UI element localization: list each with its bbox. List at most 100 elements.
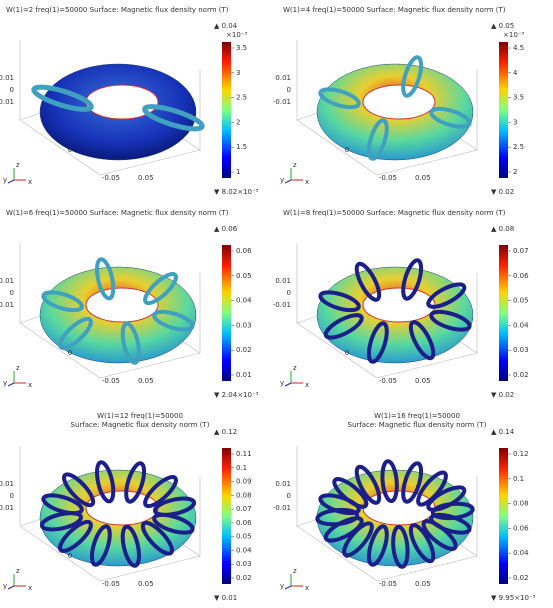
axis-label: -0.01 xyxy=(0,301,14,309)
colorbar-tick-label: 2 xyxy=(513,168,517,176)
colorbar-unit: ×10⁻³ xyxy=(226,31,247,39)
axis-label: -0.05 xyxy=(379,580,397,588)
colorbar xyxy=(499,42,508,178)
triad-label: z xyxy=(293,567,297,575)
colorbar-min: ▼ 0.01 xyxy=(214,594,237,602)
colorbar-tick-label: 0.09 xyxy=(236,478,252,486)
plot-panel: W(1)=8 freq(1)=50000 Surface: Magnetic f… xyxy=(273,209,529,399)
axis-label: -0.01 xyxy=(0,504,14,512)
colorbar-max: ▲ 0.08 xyxy=(491,225,514,233)
colorbar-max: ▲ 0.05 xyxy=(491,22,514,30)
triad-axis xyxy=(285,383,291,386)
axis-label: 0 xyxy=(68,349,72,357)
triad-label: y xyxy=(280,582,284,590)
axis-label: -0.01 xyxy=(273,98,291,106)
colorbar-min: ▼ 0.02 xyxy=(491,391,514,399)
panel-title: W(1)=12 freq(1)=50000 xyxy=(97,412,183,420)
colorbar-tick-label: 4.5 xyxy=(513,44,524,52)
colorbar-tick-label: 0.06 xyxy=(513,272,529,280)
triad-label: y xyxy=(3,379,7,387)
colorbar xyxy=(499,245,508,381)
axis-label: 0.01 xyxy=(0,480,14,488)
torus-hole xyxy=(363,85,435,119)
colorbar xyxy=(222,42,231,178)
colorbar xyxy=(222,245,231,381)
axis-label: 0 xyxy=(68,146,72,154)
colorbar-min: ▼ 2.04×10⁻³ xyxy=(214,391,259,399)
axis-label: 0 xyxy=(10,86,14,94)
colorbar-tick-label: 0.05 xyxy=(236,272,252,280)
triad-label: x xyxy=(28,381,32,389)
colorbar-tick-label: 0.12 xyxy=(513,450,529,458)
triad-axis xyxy=(8,586,14,589)
colorbar-tick-label: 0.11 xyxy=(236,450,252,458)
axis-label: -0.01 xyxy=(273,301,291,309)
panel-title: Surface: Magnetic flux density norm (T) xyxy=(71,421,210,429)
panel-title: W(1)=4 freq(1)=50000 Surface: Magnetic f… xyxy=(283,6,506,14)
triad-axis xyxy=(285,586,291,589)
figure: W(1)=2 freq(1)=50000 Surface: Magnetic f… xyxy=(0,0,553,608)
torus-hole xyxy=(363,288,435,322)
colorbar-tick-label: 0.02 xyxy=(513,371,529,379)
panel-title: W(1)=2 freq(1)=50000 Surface: Magnetic f… xyxy=(6,6,229,14)
axis-label: 0 xyxy=(10,289,14,297)
panel-title: W(1)=8 freq(1)=50000 Surface: Magnetic f… xyxy=(283,209,506,217)
plot-panel: W(1)=16 freq(1)=50000Surface: Magnetic f… xyxy=(273,412,536,602)
colorbar-tick-label: 0.07 xyxy=(513,247,529,255)
colorbar xyxy=(222,448,231,584)
plot-panel: W(1)=2 freq(1)=50000 Surface: Magnetic f… xyxy=(0,6,259,196)
colorbar-tick-label: 0.1 xyxy=(513,475,524,483)
colorbar-tick-label: 3.5 xyxy=(236,44,247,52)
triad-label: z xyxy=(16,161,20,169)
axis-label: 0.05 xyxy=(415,174,431,182)
colorbar-tick-label: 0.06 xyxy=(236,519,252,527)
axis-label: 0 xyxy=(287,289,291,297)
axis-label: 0 xyxy=(68,552,72,560)
triad-axis xyxy=(285,180,291,183)
axis-label: 0.01 xyxy=(275,74,291,82)
colorbar-min: ▼ 9.95×10⁻³ xyxy=(491,594,536,602)
plot-panel: W(1)=4 freq(1)=50000 Surface: Magnetic f… xyxy=(273,6,525,196)
colorbar-tick-label: 0.07 xyxy=(236,505,252,513)
axis-label: 0 xyxy=(345,146,349,154)
axis-label: 0.05 xyxy=(415,377,431,385)
axis-label: -0.05 xyxy=(379,174,397,182)
axis-label: 0.05 xyxy=(138,580,154,588)
axis-label: 0 xyxy=(345,552,349,560)
colorbar-tick-label: 4 xyxy=(513,69,518,77)
axis-label: 0 xyxy=(10,492,14,500)
colorbar-max: ▲ 0.14 xyxy=(491,428,515,436)
triad-label: x xyxy=(305,584,309,592)
colorbar-tick-label: 0.04 xyxy=(236,297,252,305)
axis-label: 0.05 xyxy=(138,377,154,385)
colorbar-tick-label: 2.5 xyxy=(236,94,247,102)
axis-label: -0.05 xyxy=(102,377,120,385)
axis-label: -0.05 xyxy=(102,580,120,588)
colorbar-tick-label: 0.04 xyxy=(513,321,529,329)
axis-label: -0.05 xyxy=(102,174,120,182)
colorbar-tick-label: 0.02 xyxy=(236,346,252,354)
axis-label: 0.01 xyxy=(0,277,14,285)
triad-label: x xyxy=(28,584,32,592)
colorbar-tick-label: 1.5 xyxy=(236,143,247,151)
triad-label: z xyxy=(293,364,297,372)
panel-title: W(1)=6 freq(1)=50000 Surface: Magnetic f… xyxy=(6,209,229,217)
plot-panel: W(1)=6 freq(1)=50000 Surface: Magnetic f… xyxy=(0,209,259,399)
triad-label: x xyxy=(305,381,309,389)
axis-label: 0.01 xyxy=(0,74,14,82)
triad-label: x xyxy=(28,178,32,186)
colorbar-tick-label: 0.04 xyxy=(513,549,529,557)
colorbar-tick-label: 0.05 xyxy=(513,297,529,305)
triad-axis xyxy=(8,180,14,183)
triad-axis xyxy=(8,383,14,386)
triad-label: z xyxy=(16,567,20,575)
colorbar-tick-label: 0.02 xyxy=(513,574,529,582)
colorbar-tick-label: 3 xyxy=(236,69,240,77)
colorbar-tick-label: 0.03 xyxy=(513,346,529,354)
colorbar-max: ▲ 0.04 xyxy=(214,22,238,30)
colorbar-min: ▼ 8.02×10⁻³ xyxy=(214,188,259,196)
triad-label: x xyxy=(305,178,309,186)
panel-title: W(1)=16 freq(1)=50000 xyxy=(374,412,460,420)
colorbar-tick-label: 0.03 xyxy=(236,321,252,329)
colorbar-tick-label: 2 xyxy=(236,118,240,126)
